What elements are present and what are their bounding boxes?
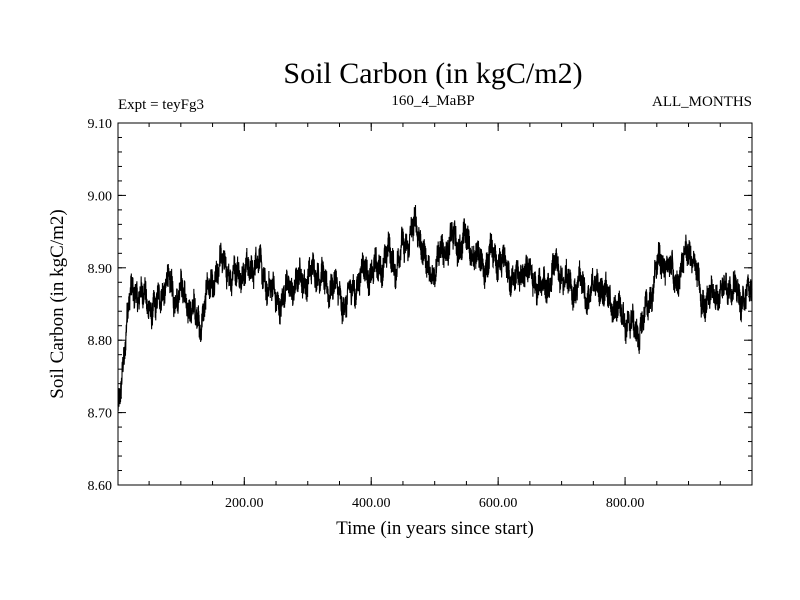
chart-title: Soil Carbon (in kgC/m2) [283,57,582,90]
x-axis-label: Time (in years since start) [336,518,534,539]
x-tick-label: 600.00 [479,496,518,511]
plot-frame [117,122,753,486]
y-tick-label: 9.00 [88,189,113,204]
chart-subtitle-left: Expt = teyFg3 [118,97,204,113]
y-tick-label: 9.10 [88,117,113,132]
y-tick-label: 8.70 [88,407,113,422]
y-tick-label: 8.80 [88,334,113,349]
y-tick-label: 8.90 [88,262,113,277]
chart-subtitle-center: 160_4_MaBP [391,93,474,109]
series-group [117,204,753,411]
series-line [117,204,753,411]
x-tick-label: 400.00 [352,496,391,511]
y-axis-label: Soil Carbon (in kgC/m2) [47,209,68,398]
x-tick-label: 800.00 [606,496,645,511]
chart-subtitle-right: ALL_MONTHS [652,94,752,110]
x-tick-label: 200.00 [225,496,264,511]
x-axis-ticks: 200.00 400.00 600.00 800.00 [148,123,721,511]
y-tick-label: 8.60 [88,479,113,494]
